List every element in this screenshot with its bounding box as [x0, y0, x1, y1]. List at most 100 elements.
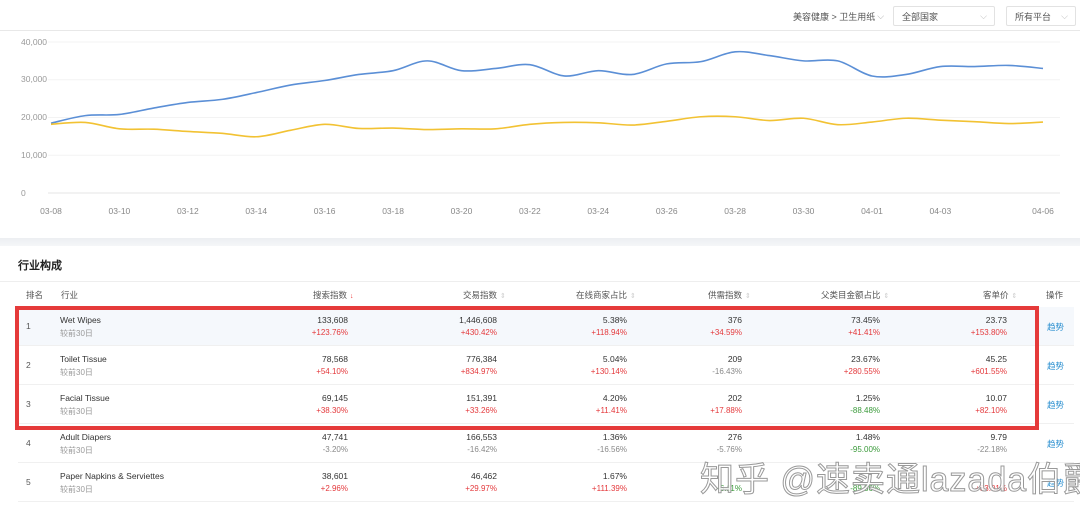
sort-icon[interactable]: ⇕ [1011, 293, 1018, 300]
header-supply-demand-index[interactable]: 供需指数 ⇕ [708, 290, 751, 300]
supply-demand-index-change: -5.76% [716, 445, 742, 454]
x-tick-label: 04-06 [1032, 206, 1054, 216]
x-tick-label: 03-18 [382, 206, 404, 216]
header-action: 操作 [1046, 290, 1064, 300]
supply-demand-index-change: -16.43% [712, 367, 742, 376]
online-seller-ratio-value: 4.20% [602, 393, 627, 403]
y-tick-label: 30,000 [21, 74, 47, 84]
table-row[interactable]: 2 Toilet Tissue 较前30日 78,568 +54.10% 776,384 +… [18, 346, 1074, 385]
avg-order-price-value: 10.07 [985, 393, 1007, 403]
x-tick-label: 03-24 [587, 206, 610, 216]
trade-index-change: +29.97% [465, 484, 497, 493]
x-tick-label: 04-01 [861, 206, 883, 216]
header-parent-amount-ratio[interactable]: 父类目金额占比 ⇕ [821, 290, 890, 300]
sort-icon[interactable]: ⇕ [500, 293, 506, 300]
supply-demand-index-change: -6.11% [717, 484, 742, 493]
avg-order-price-change: +601.55% [970, 367, 1007, 376]
trend-link[interactable]: 趋势 [1047, 439, 1065, 449]
x-tick-label: 03-16 [313, 206, 336, 216]
section-title: 行业构成 [18, 260, 62, 272]
avg-order-price-change: +82.10% [975, 406, 1007, 415]
avg-order-price-change: +83.01% [975, 484, 1007, 493]
x-tick-label: 03-26 [655, 206, 678, 216]
trade-index-change: -16.42% [467, 445, 497, 454]
online-seller-ratio-value: 5.04% [602, 354, 627, 364]
x-tick-label: 03-14 [245, 206, 268, 216]
supply-demand-index-change: +17.88% [710, 406, 742, 415]
rank-number: 2 [26, 360, 31, 370]
compare-label: 较前30日 [60, 368, 93, 377]
trade-index-change: +834.97% [460, 367, 497, 376]
search-index-value: 38,601 [322, 471, 348, 481]
rank-number: 4 [26, 438, 31, 448]
country-select-value: 全部国家 [902, 11, 939, 22]
table-row[interactable]: 4 Adult Diapers 较前30日 47,741 -3.20% 166,553 -1… [18, 424, 1074, 463]
sort-icon[interactable]: ⇕ [883, 293, 890, 300]
trade-index-value: 46,462 [471, 471, 497, 481]
chevron-down-icon: ⌵ [877, 10, 885, 21]
sort-icon[interactable]: ⇕ [745, 293, 751, 300]
x-tick-label: 03-08 [40, 206, 62, 216]
header-rank: 排名 [26, 290, 44, 300]
rank-number: 1 [26, 321, 31, 331]
search-index-change: +123.76% [311, 328, 348, 337]
y-tick-label: 10,000 [21, 150, 47, 160]
y-tick-label: 20,000 [21, 112, 47, 122]
supply-demand-index-value: 376 [727, 315, 742, 325]
divider [0, 281, 1080, 282]
parent-amount-ratio-change: -89.36% [850, 484, 880, 493]
parent-amount-ratio-value: 1.48% [855, 432, 880, 442]
blue-series-line [50, 50, 1044, 124]
online-seller-ratio-value: 5.38% [602, 315, 627, 325]
yellow-series-line [50, 115, 1044, 138]
table-row[interactable]: 3 Facial Tissue 较前30日 69,145 +38.30% 151,391 +… [18, 385, 1074, 424]
table-header: 排名 行业 搜索指数 ↓ 交易指数 ⇕ 在线商家占比 ⇕ 供需指数 ⇕ 父类目金额占比 ⇕… [0, 285, 1080, 303]
country-select[interactable]: 全部国家 ⌵ [893, 6, 995, 26]
avg-order-price-value: 45.25 [985, 354, 1007, 364]
trade-index-value: 151,391 [466, 393, 497, 403]
industry-name: Paper Napkins & Serviettes [60, 471, 164, 481]
trade-index-change: +33.26% [465, 406, 497, 415]
platform-select-value: 所有平台 [1015, 11, 1052, 22]
parent-amount-ratio-value: 1.25% [855, 393, 880, 403]
table-row[interactable]: 1 Wet Wipes 较前30日 133,608 +123.76% 1,446,608 +… [18, 307, 1074, 346]
industry-name: Adult Diapers [60, 432, 112, 442]
search-index-value: 69,145 [322, 393, 348, 403]
supply-demand-index-value: 209 [727, 354, 742, 364]
parent-amount-ratio-change: +280.55% [843, 367, 880, 376]
trade-index-value: 1,446,608 [459, 315, 497, 325]
online-seller-ratio-value: 1.67% [602, 471, 627, 481]
category-select[interactable]: 美容健康 > 卫生用纸 ⌵ [793, 7, 884, 25]
trend-link[interactable]: 趋势 [1047, 478, 1065, 488]
header-online-seller-ratio[interactable]: 在线商家占比 ⇕ [576, 290, 636, 300]
x-tick-label: 03-10 [108, 206, 131, 216]
sort-desc-icon[interactable]: ↓ [350, 293, 354, 300]
online-seller-ratio-value: 1.36% [602, 432, 627, 442]
trend-chart: 40,000 30,000 20,000 10,000 0 03-08 03-10… [0, 31, 1080, 238]
trend-link[interactable]: 趋势 [1047, 322, 1065, 332]
x-tick-label: 04-03 [929, 206, 952, 216]
supply-demand-index-value: 202 [727, 393, 742, 403]
table-row[interactable]: 5 Paper Napkins & Serviettes 较前30日 38,601 +2… [18, 463, 1074, 502]
y-tick-label: 40,000 [21, 37, 47, 47]
rank-number: 3 [26, 399, 31, 409]
trade-index-value: 166,553 [466, 432, 497, 442]
trend-link[interactable]: 趋势 [1047, 361, 1065, 371]
header-search-index[interactable]: 搜索指数 ↓ [313, 290, 354, 300]
filter-bar: 美容健康 > 卫生用纸 ⌵ 全部国家 ⌵ 所有平台 ⌵ [0, 0, 1080, 31]
compare-label: 较前30日 [60, 407, 93, 416]
platform-select[interactable]: 所有平台 ⌵ [1006, 6, 1076, 26]
header-avg-order-price[interactable]: 客单价 ⇕ [983, 290, 1018, 300]
search-index-change: -3.20% [322, 445, 348, 454]
sort-icon[interactable]: ⇕ [630, 293, 636, 300]
header-trade-index[interactable]: 交易指数 ⇕ [463, 290, 506, 300]
search-index-value: 47,741 [322, 432, 348, 442]
rank-number: 5 [26, 477, 31, 487]
online-seller-ratio-change: +111.39% [591, 484, 627, 493]
x-tick-label: 03-28 [724, 206, 746, 216]
trend-link[interactable]: 趋势 [1047, 400, 1065, 410]
avg-order-price-value: 9.79 [990, 432, 1007, 442]
parent-amount-ratio-change: -88.48% [850, 406, 880, 415]
search-index-value: 133,608 [317, 315, 348, 325]
trade-index-change: +430.42% [460, 328, 497, 337]
